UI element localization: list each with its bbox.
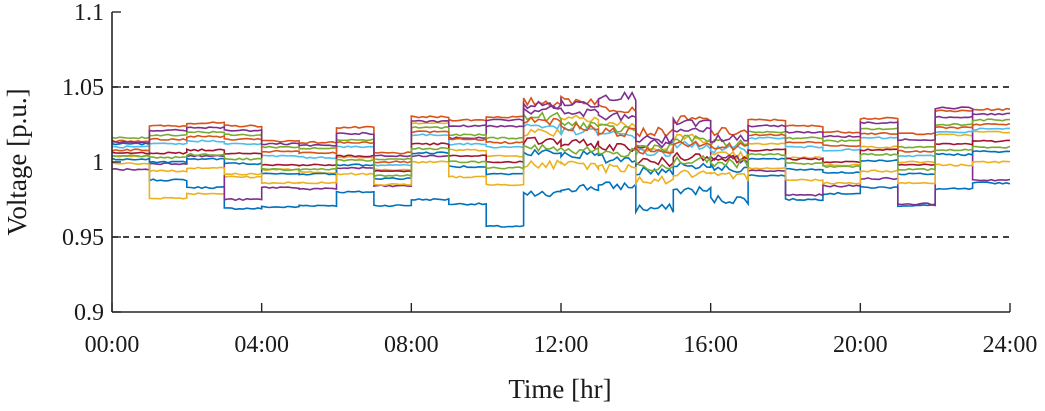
y-tick-label: 1.05: [62, 75, 104, 101]
y-axis-title: Voltage [p.u.]: [2, 88, 32, 235]
series-line-1: [111, 142, 1011, 228]
ticks: 00:00 04:00 08:00 12:00 16:00 20:00 24:00 0.9 0.…: [62, 0, 1037, 358]
series-line-11: [111, 105, 1011, 158]
series-lines: [111, 91, 1011, 228]
series-line-12: [112, 143, 1011, 178]
x-tick-label: 24:00: [983, 332, 1038, 358]
series-line-4: [111, 91, 1011, 206]
x-axis-title: Time [hr]: [508, 374, 611, 404]
y-tick-label: 0.95: [62, 225, 104, 251]
x-tick-label: 20:00: [833, 332, 888, 358]
y-tick-label: 1.1: [74, 0, 104, 26]
reference-lines: [112, 86, 1010, 238]
series-line-10: [111, 159, 1011, 187]
series-line-9: [111, 116, 1011, 164]
x-tick-label: 12:00: [534, 332, 589, 358]
x-tick-label: 08:00: [384, 332, 439, 358]
y-tick-label: 0.9: [74, 300, 104, 326]
y-tick-label: 1: [92, 150, 104, 176]
x-tick-label: 04:00: [234, 332, 289, 358]
x-tick-label: 16:00: [683, 332, 738, 358]
x-tick-label: 00:00: [85, 332, 140, 358]
